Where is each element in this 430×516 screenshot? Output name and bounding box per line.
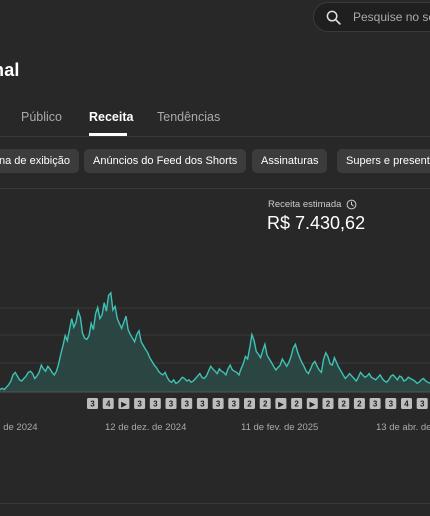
timeline-marker-box: [338, 398, 350, 409]
timeline-marker[interactable]: 2: [322, 398, 334, 409]
timeline-marker[interactable]: 3: [165, 398, 177, 409]
timeline-marker-box: [118, 398, 130, 409]
timeline-marker-label: ▶: [277, 402, 284, 409]
timeline-marker[interactable]: 2: [259, 398, 271, 409]
top-bar: [0, 0, 430, 40]
x-tick-label: 11 de fev. de 2025: [241, 422, 318, 433]
timeline-marker-label: 3: [389, 400, 394, 409]
timeline-marker-label: 3: [373, 400, 378, 409]
timeline-marker-label: 2: [247, 400, 252, 409]
timeline-marker-box: [181, 398, 193, 409]
timeline-marker[interactable]: 3: [196, 398, 208, 409]
timeline-marker[interactable]: 3: [87, 398, 98, 409]
filter-chip-memberships[interactable]: Assinaturas: [252, 149, 328, 173]
metric-value: R$ 7.430,62: [267, 213, 366, 233]
timeline-marker-label: 3: [169, 400, 174, 409]
timeline-marker-box: [102, 398, 114, 409]
clock-icon: [347, 199, 357, 210]
filter-chip-supers-gifts[interactable]: Supers e presentes: [337, 149, 430, 173]
search-input[interactable]: [353, 10, 430, 24]
timeline-marker[interactable]: 3: [149, 398, 161, 409]
timeline-marker-label: 2: [357, 400, 362, 409]
timeline-marker-label: 4: [106, 400, 111, 409]
timeline-marker-box: [244, 398, 255, 409]
timeline-marker[interactable]: 2: [244, 398, 255, 409]
timeline-marker-label: 2: [326, 400, 331, 409]
timeline-marker[interactable]: 3: [212, 398, 224, 409]
timeline-marker-box: [353, 398, 365, 409]
timeline-marker-label: 4: [404, 400, 409, 409]
timeline-marker-box: [306, 398, 318, 409]
timeline-marker-box: [416, 398, 428, 409]
timeline-marker-box: [275, 398, 287, 409]
timeline-marker[interactable]: 4: [102, 398, 114, 409]
timeline-marker[interactable]: 3: [416, 398, 428, 409]
timeline-marker-box: [212, 398, 224, 409]
timeline-marker-label: 2: [294, 400, 299, 409]
filter-chip-watch-page[interactable]: na de exibição: [0, 149, 79, 173]
timeline-marker[interactable]: 2: [291, 398, 303, 409]
timeline-marker-label: ▶: [309, 402, 316, 409]
timeline-marker-box: [196, 398, 208, 409]
timeline-marker[interactable]: 2: [353, 398, 365, 409]
tab-bar: Público Receita Tendências: [0, 106, 430, 137]
tab-audience[interactable]: Público: [21, 110, 62, 124]
timeline-marker[interactable]: ▶: [118, 398, 130, 409]
x-tick-label: ut. de 2024: [0, 422, 38, 433]
timeline-marker[interactable]: 4: [401, 398, 412, 409]
tab-revenue[interactable]: Receita: [89, 110, 134, 124]
timeline-marker-label: 3: [184, 400, 189, 409]
timeline-marker-label: 3: [420, 400, 425, 409]
page-title: nal: [0, 60, 20, 80]
timeline-marker-label: 3: [232, 400, 237, 409]
timeline-marker-box: [259, 398, 271, 409]
timeline-marker-label: 3: [137, 400, 142, 409]
timeline-marker-box: [134, 398, 146, 409]
x-tick-label: 13 de abr. de: [376, 422, 430, 433]
x-tick-label: 12 de dez. de 2024: [105, 422, 186, 433]
timeline-marker-box: [322, 398, 334, 409]
timeline-marker-box: [228, 398, 240, 409]
timeline-marker-box: [87, 398, 98, 409]
timeline-marker-label: 3: [153, 400, 158, 409]
timeline-marker-box: [401, 398, 412, 409]
timeline-marker[interactable]: 2: [338, 398, 350, 409]
timeline-marker[interactable]: 3: [385, 398, 397, 409]
timeline-marker-label: 3: [200, 400, 205, 409]
timeline-marker-label: 2: [341, 400, 346, 409]
timeline-marker[interactable]: 3: [369, 398, 381, 409]
search-box[interactable]: [313, 2, 430, 32]
timeline-marker-box: [149, 398, 161, 409]
timeline-marker-label: 3: [216, 400, 221, 409]
timeline-marker-label: ▶: [120, 402, 127, 409]
timeline-marker-box: [385, 398, 397, 409]
bottom-divider: [0, 503, 430, 504]
metric-label-text: Receita estimada: [268, 199, 342, 210]
timeline-marker-box: [369, 398, 381, 409]
filter-chip-shorts-feed-ads[interactable]: Anúncios do Feed dos Shorts: [84, 149, 247, 173]
timeline-marker-box: [165, 398, 177, 409]
search-icon: [326, 10, 341, 25]
timeline-marker[interactable]: 3: [228, 398, 240, 409]
metric-label: Receita estimada: [268, 199, 357, 210]
timeline-marker[interactable]: 3: [134, 398, 146, 409]
tab-trends[interactable]: Tendências: [157, 110, 221, 124]
timeline-marker-label: 3: [90, 400, 95, 409]
chart-line: [0, 291, 430, 391]
timeline-marker-label: 2: [263, 400, 268, 409]
timeline-marker[interactable]: 3: [181, 398, 193, 409]
section-divider: [0, 188, 430, 189]
timeline-marker[interactable]: ▶: [275, 398, 287, 409]
timeline-marker-box: [291, 398, 303, 409]
revenue-chart: 3 4 ▶ 3 3 3 3 3 3 3 2 2 ▶ 2 ▶ 2 2 2 3 3 4 3 ut. de 2024 12 de …: [0, 291, 430, 433]
timeline-marker[interactable]: ▶: [306, 398, 318, 409]
active-tab-indicator: [89, 133, 127, 136]
